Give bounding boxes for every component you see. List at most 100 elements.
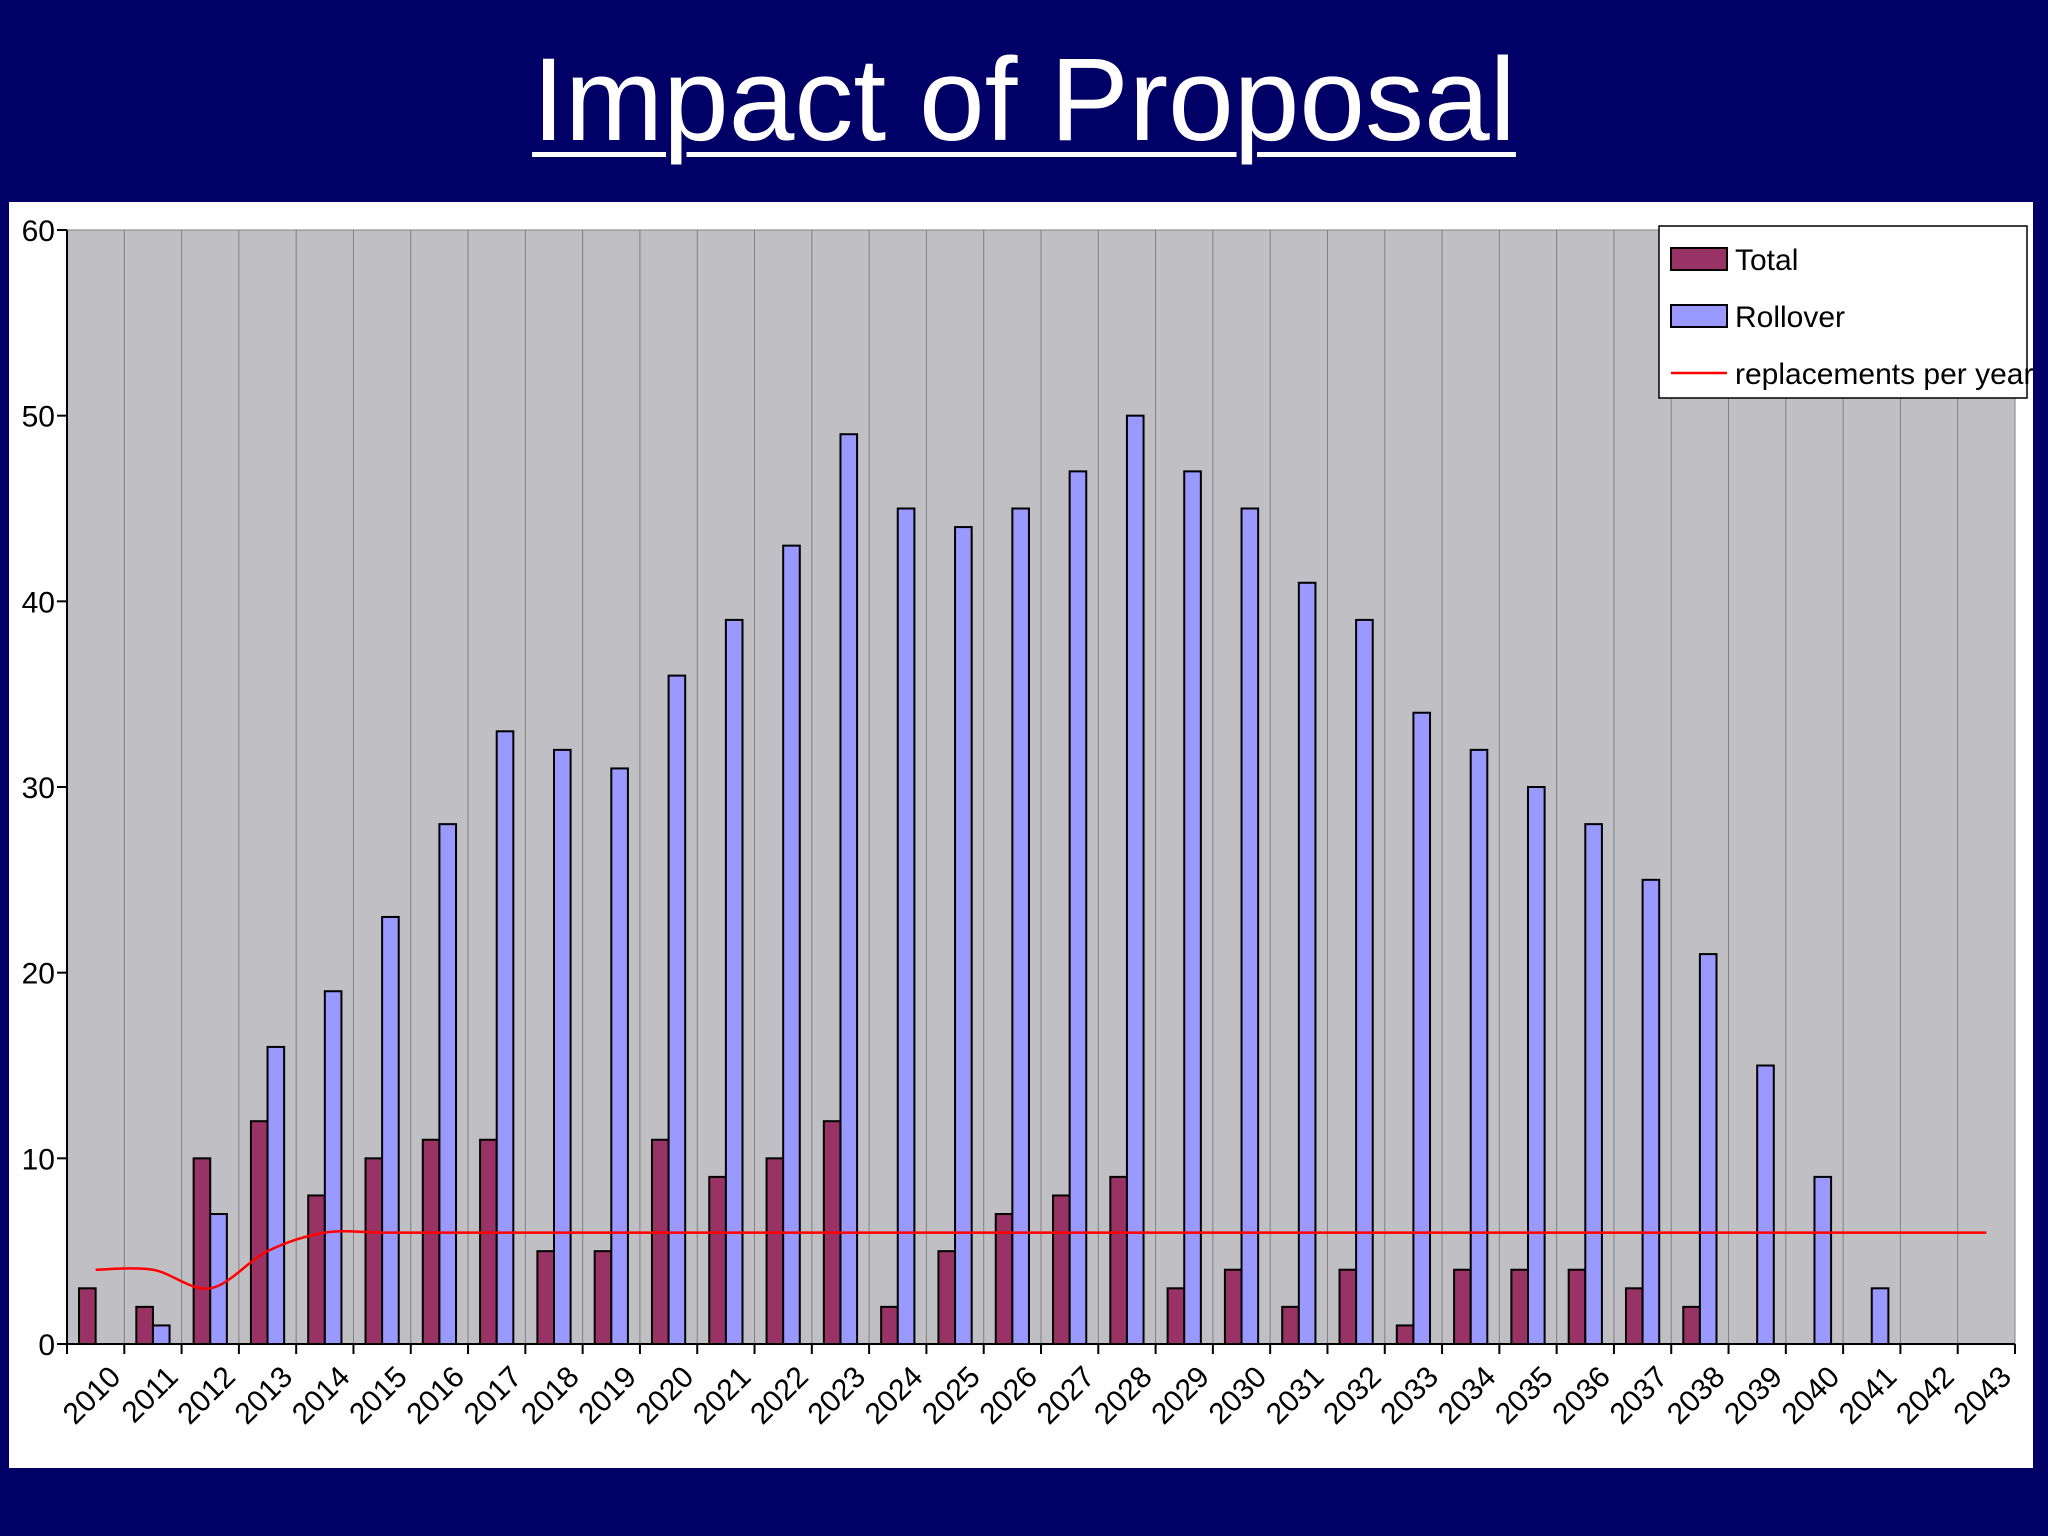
- bar-rollover-2024: [896, 507, 916, 1345]
- x-tick-label: 2017: [458, 1360, 529, 1431]
- bar-total-2017: [479, 1138, 498, 1345]
- x-tick-label: 2026: [973, 1360, 1044, 1431]
- x-tick-label: 2038: [1661, 1360, 1732, 1431]
- x-tick-label: 2039: [1718, 1360, 1789, 1431]
- x-tick-label: 2011: [116, 1360, 185, 1429]
- bar-total-2029: [1166, 1287, 1186, 1346]
- bar-total-2016: [421, 1138, 441, 1345]
- replacements-per-year-line: [95, 1229, 1987, 1290]
- y-tick-label: 40: [22, 586, 55, 619]
- replacements-line-layer: [95, 1229, 1987, 1290]
- slide-title: Impact of Proposal: [532, 34, 1516, 166]
- x-tick-label: 2036: [1546, 1360, 1617, 1431]
- y-tick-label: 50: [22, 401, 55, 434]
- bar-rollover-2027: [1068, 470, 1088, 1346]
- bar-total-2015: [364, 1157, 384, 1345]
- x-tick-label: 2015: [343, 1360, 414, 1431]
- legend-swatch-rollover: [1670, 304, 1728, 328]
- x-tick-label: 2031: [1260, 1360, 1331, 1431]
- bar-rollover-2030: [1240, 507, 1260, 1345]
- x-tick-label: 2042: [1890, 1360, 1961, 1431]
- x-tick-label: 2035: [1489, 1360, 1560, 1431]
- x-tick-label: 2024: [859, 1360, 930, 1431]
- bar-total-2038: [1682, 1305, 1701, 1346]
- bar-rollover-2017: [495, 730, 515, 1345]
- x-tick-label: 2010: [57, 1360, 128, 1431]
- bar-rollover-2026: [1011, 507, 1030, 1345]
- bar-rollover-2018: [553, 748, 572, 1345]
- bar-rollover-2038: [1698, 953, 1718, 1345]
- bar-total-2024: [880, 1305, 899, 1346]
- bar-rollover-2029: [1183, 470, 1202, 1346]
- bar-total-2010: [78, 1287, 97, 1346]
- bar-total-2012: [192, 1157, 212, 1345]
- x-tick-label: 2022: [744, 1360, 815, 1431]
- y-tick-label: 20: [22, 958, 55, 991]
- x-tick-label: 2023: [802, 1360, 873, 1431]
- bar-rollover-2020: [667, 674, 687, 1346]
- bar-rollover-2035: [1527, 786, 1546, 1345]
- bar-total-2035: [1510, 1268, 1530, 1345]
- bar-total-2027: [1052, 1194, 1071, 1346]
- bar-rollover-2032: [1355, 618, 1374, 1345]
- x-tick-label: 2021: [687, 1360, 758, 1431]
- x-tick-label: 2032: [1317, 1360, 1388, 1431]
- bar-rollover-2028: [1125, 414, 1145, 1345]
- y-tick-label: 30: [22, 772, 55, 805]
- bar-total-2022: [765, 1157, 785, 1345]
- y-tick-label: 0: [38, 1329, 55, 1362]
- bar-rollover-2011: [151, 1324, 171, 1346]
- bar-rollover-2021: [724, 618, 744, 1345]
- x-tick-label: 2012: [171, 1360, 242, 1431]
- bar-rollover-2036: [1584, 823, 1603, 1345]
- bar-total-2013: [249, 1120, 269, 1346]
- bar-rollover-2015: [381, 915, 400, 1345]
- x-tick-label: 2040: [1776, 1360, 1847, 1431]
- x-tick-label: 2027: [1031, 1360, 1102, 1431]
- bar-total-2033: [1395, 1324, 1415, 1346]
- bar-total-2011: [135, 1305, 154, 1346]
- x-tick-label: 2018: [515, 1360, 586, 1431]
- bar-rollover-2037: [1641, 878, 1661, 1345]
- chart: 0102030405060201020112012201320142015201…: [22, 215, 2033, 1431]
- bar-rollover-2012: [209, 1213, 228, 1345]
- bar-total-2018: [536, 1250, 555, 1345]
- x-tick-label: 2013: [229, 1360, 300, 1431]
- bar-rollover-2041: [1870, 1287, 1890, 1346]
- bar-total-2019: [593, 1250, 613, 1345]
- bar-rollover-2040: [1813, 1175, 1833, 1346]
- bar-total-2014: [307, 1194, 326, 1346]
- x-tick-label: 2033: [1375, 1360, 1446, 1431]
- legend-label-total: Total: [1735, 244, 1798, 277]
- bar-total-2037: [1624, 1287, 1644, 1346]
- x-tick-label: 2019: [572, 1360, 643, 1431]
- bar-total-2036: [1567, 1268, 1587, 1345]
- x-tick-label: 2014: [286, 1360, 357, 1431]
- bar-rollover-2025: [954, 526, 973, 1346]
- bar-rollover-2016: [438, 823, 458, 1345]
- bar-total-2020: [650, 1138, 670, 1345]
- legend-label-rollover: Rollover: [1735, 301, 1845, 334]
- bar-rollover-2013: [266, 1045, 286, 1346]
- x-tick-label: 2043: [1947, 1360, 2018, 1431]
- x-tick-label: 2037: [1604, 1360, 1675, 1431]
- x-tick-label: 2029: [1145, 1360, 1216, 1431]
- x-tick-label: 2025: [916, 1360, 987, 1431]
- legend-label-replacements-per-year: replacements per year: [1735, 358, 2033, 391]
- chart-panel: 0 10 20 30 40 50 60 2010 2011 2012 2013 2014 2015 201…: [9, 202, 2033, 1468]
- x-tick-label: 2016: [401, 1360, 472, 1431]
- x-tick-label: 2030: [1203, 1360, 1274, 1431]
- bar-total-2030: [1223, 1268, 1243, 1345]
- legend: Total Rollover replacements per year: [1658, 225, 2033, 399]
- bar-rollover-2022: [782, 544, 801, 1345]
- x-tick-label: 2041: [1833, 1360, 1904, 1431]
- bar-rollover-2039: [1756, 1064, 1775, 1345]
- bar-rollover-2023: [839, 433, 859, 1345]
- bar-rollover-2034: [1469, 748, 1489, 1345]
- bar-total-2032: [1338, 1268, 1358, 1345]
- bar-total-2021: [708, 1175, 727, 1346]
- bar-total-2028: [1109, 1175, 1128, 1346]
- bar-rollover-2033: [1412, 711, 1432, 1345]
- bar-total-2034: [1453, 1268, 1472, 1345]
- y-tick-label: 10: [22, 1143, 55, 1176]
